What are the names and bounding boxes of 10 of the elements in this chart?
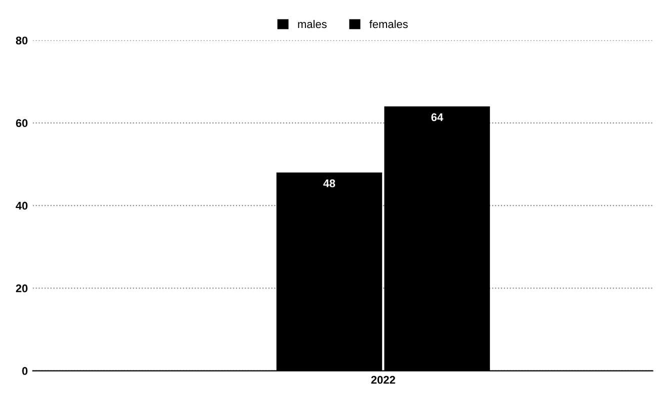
y-tick-label: 40 bbox=[16, 202, 28, 210]
y-tick-label: 60 bbox=[16, 119, 28, 128]
data-label: 48 bbox=[323, 179, 336, 188]
y-tick-label: 0 bbox=[22, 367, 28, 375]
y-tick-label: 80 bbox=[16, 36, 28, 44]
y-tick-label: 20 bbox=[16, 284, 28, 292]
x-tick-label: 2022 bbox=[371, 376, 396, 384]
legend-label: females bbox=[369, 20, 408, 28]
data-label: 64 bbox=[431, 113, 444, 122]
legend-label: males bbox=[298, 20, 327, 28]
